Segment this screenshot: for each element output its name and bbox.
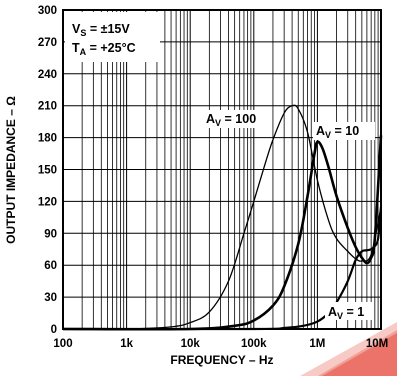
av100-annotation: AV = 100: [203, 110, 271, 128]
y-tick-label: 120: [38, 196, 57, 208]
x-tick-labels: 100 1k 10k 100k 1M 10M: [53, 338, 388, 350]
av10-box: [313, 122, 375, 140]
x-tick-label: 1k: [120, 338, 133, 350]
plot-frame: [62, 9, 382, 330]
av1-label: AV = 1: [328, 305, 364, 321]
av100-box: [203, 110, 271, 128]
y-tick-label: 210: [38, 101, 57, 113]
x-tick-label: 100: [53, 338, 72, 350]
y-tick-label: 240: [38, 69, 57, 81]
conditions-annotation: VS = ±15V TA = +25°C: [65, 12, 160, 62]
y-tick-label: 180: [38, 133, 57, 145]
av100-label: AV = 100: [206, 112, 256, 128]
x-tick-label: 100k: [241, 338, 267, 350]
av1-annotation: AV = 1: [325, 302, 373, 321]
y-tick-label: 150: [38, 165, 57, 177]
vs-label: VS = ±15V: [72, 22, 130, 38]
series-line-av100: [62, 104, 382, 330]
x-tick-label: 1M: [309, 338, 325, 350]
av10-annotation: AV = 10: [313, 122, 375, 140]
ta-label: TA = +25°C: [72, 41, 136, 57]
y-axis-title: OUTPUT IMPEDANCE – Ω: [4, 96, 18, 244]
watermark-shape-light: [300, 322, 397, 376]
av1-box: [325, 302, 373, 320]
series-line-av10: [62, 135, 383, 331]
conditions-box: [65, 12, 160, 62]
av10-label: AV = 10: [316, 124, 359, 140]
y-tick-label: 30: [44, 292, 57, 304]
y-tick-label: 300: [38, 5, 57, 17]
y-tick-label: 270: [38, 37, 57, 49]
x-tick-label: 10M: [366, 338, 388, 350]
y-tick-label: 60: [44, 260, 57, 272]
y-tick-label: 90: [44, 228, 57, 240]
y-tick-label: 0: [51, 324, 57, 336]
x-axis-title: FREQUENCY – Hz: [170, 353, 273, 367]
y-tick-labels: 0 30 60 90 120 150 180 210 240 270 300: [38, 5, 57, 336]
x-tick-label: 10k: [181, 338, 201, 350]
